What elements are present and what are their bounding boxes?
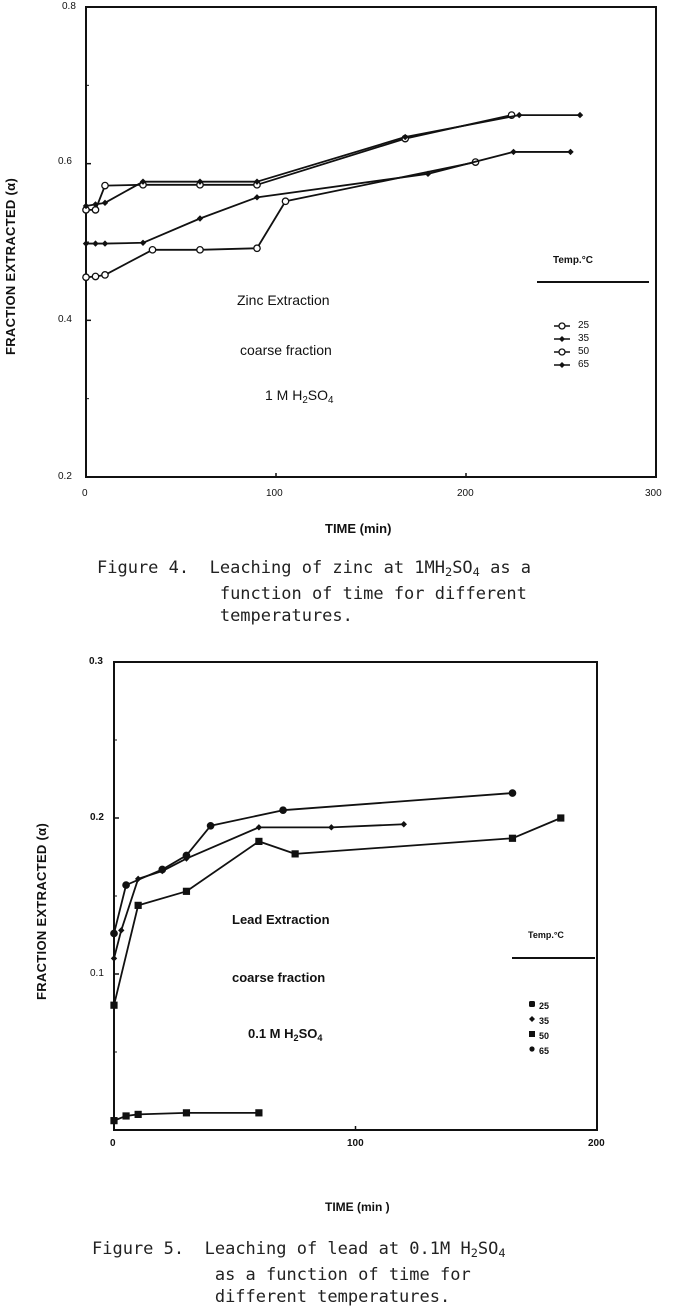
zinc-chart-plot (82, 6, 657, 478)
lead-legend-item-50: 50 (529, 1031, 549, 1041)
zinc-annotation-acid: 1 M H2SO4 (265, 387, 334, 406)
zinc-y-tick-0.4: 0.4 (58, 314, 72, 325)
lead-y-tick-0.3: 0.3 (89, 656, 103, 667)
lead-legend-item-25: 25 (529, 1001, 549, 1011)
zinc-y-tick-0.8: 0.8 (62, 1, 76, 12)
figure-4: FRACTION EXTRACTED (α) 0.8 0.6 0.4 0.2 0… (0, 0, 673, 626)
zinc-legend-item-65: 65 (554, 359, 589, 370)
lead-legend-item-65: 65 (529, 1046, 549, 1056)
filled-diamond-marker-icon (554, 335, 570, 343)
zinc-legend-item-35: 35 (554, 333, 589, 344)
zinc-legend-item-50: 50 (554, 346, 589, 357)
lead-y-tick-0.1: 0.1 (90, 968, 104, 979)
lead-legend-divider (512, 957, 595, 959)
lead-annotation-fraction: coarse fraction (232, 970, 326, 985)
figure-5-caption-label: Figure 5. (92, 1239, 185, 1259)
zinc-legend-title: Temp.°C (553, 255, 593, 266)
figure-4-caption-label: Figure 4. (97, 558, 190, 578)
lead-x-tick-200: 200 (588, 1138, 605, 1149)
zinc-x-tick-0: 0 (82, 488, 88, 499)
lead-x-tick-100: 100 (347, 1138, 364, 1149)
filled-diamond-marker-icon (554, 361, 570, 369)
zinc-legend-item-25: 25 (554, 320, 589, 331)
zinc-x-tick-300: 300 (645, 488, 662, 499)
zinc-y-tick-0.6: 0.6 (58, 156, 72, 167)
lead-legend-item-35: 35 (529, 1016, 549, 1026)
lead-x-tick-0: 0 (110, 1138, 116, 1149)
zinc-annotation-fraction: coarse fraction (240, 342, 332, 358)
lead-y-tick-0.2: 0.2 (90, 812, 104, 823)
open-circle-marker-icon (554, 321, 570, 330)
figure-4-caption: Figure 4. Leaching of zinc at 1MH2SO4 as… (97, 558, 532, 626)
zinc-x-axis-label: TIME (min) (325, 521, 392, 536)
zinc-x-tick-100: 100 (266, 488, 283, 499)
lead-x-axis-label: TIME (min ) (325, 1200, 390, 1214)
lead-annotation-title: Lead Extraction (232, 912, 330, 927)
zinc-x-tick-200: 200 (457, 488, 474, 499)
lead-annotation-acid: 0.1 M H2SO4 (248, 1026, 323, 1043)
zinc-legend-divider (537, 281, 649, 283)
open-circle-marker-icon (554, 347, 570, 356)
figure-5-caption: Figure 5. Leaching of lead at 0.1M H2SO4… (92, 1239, 506, 1307)
lead-legend-title: Temp.°C (528, 930, 564, 940)
zinc-y-tick-0.2: 0.2 (58, 471, 72, 482)
lead-y-axis-label: FRACTION EXTRACTED (α) (34, 822, 49, 1000)
zinc-annotation-title: Zinc Extraction (237, 292, 330, 308)
